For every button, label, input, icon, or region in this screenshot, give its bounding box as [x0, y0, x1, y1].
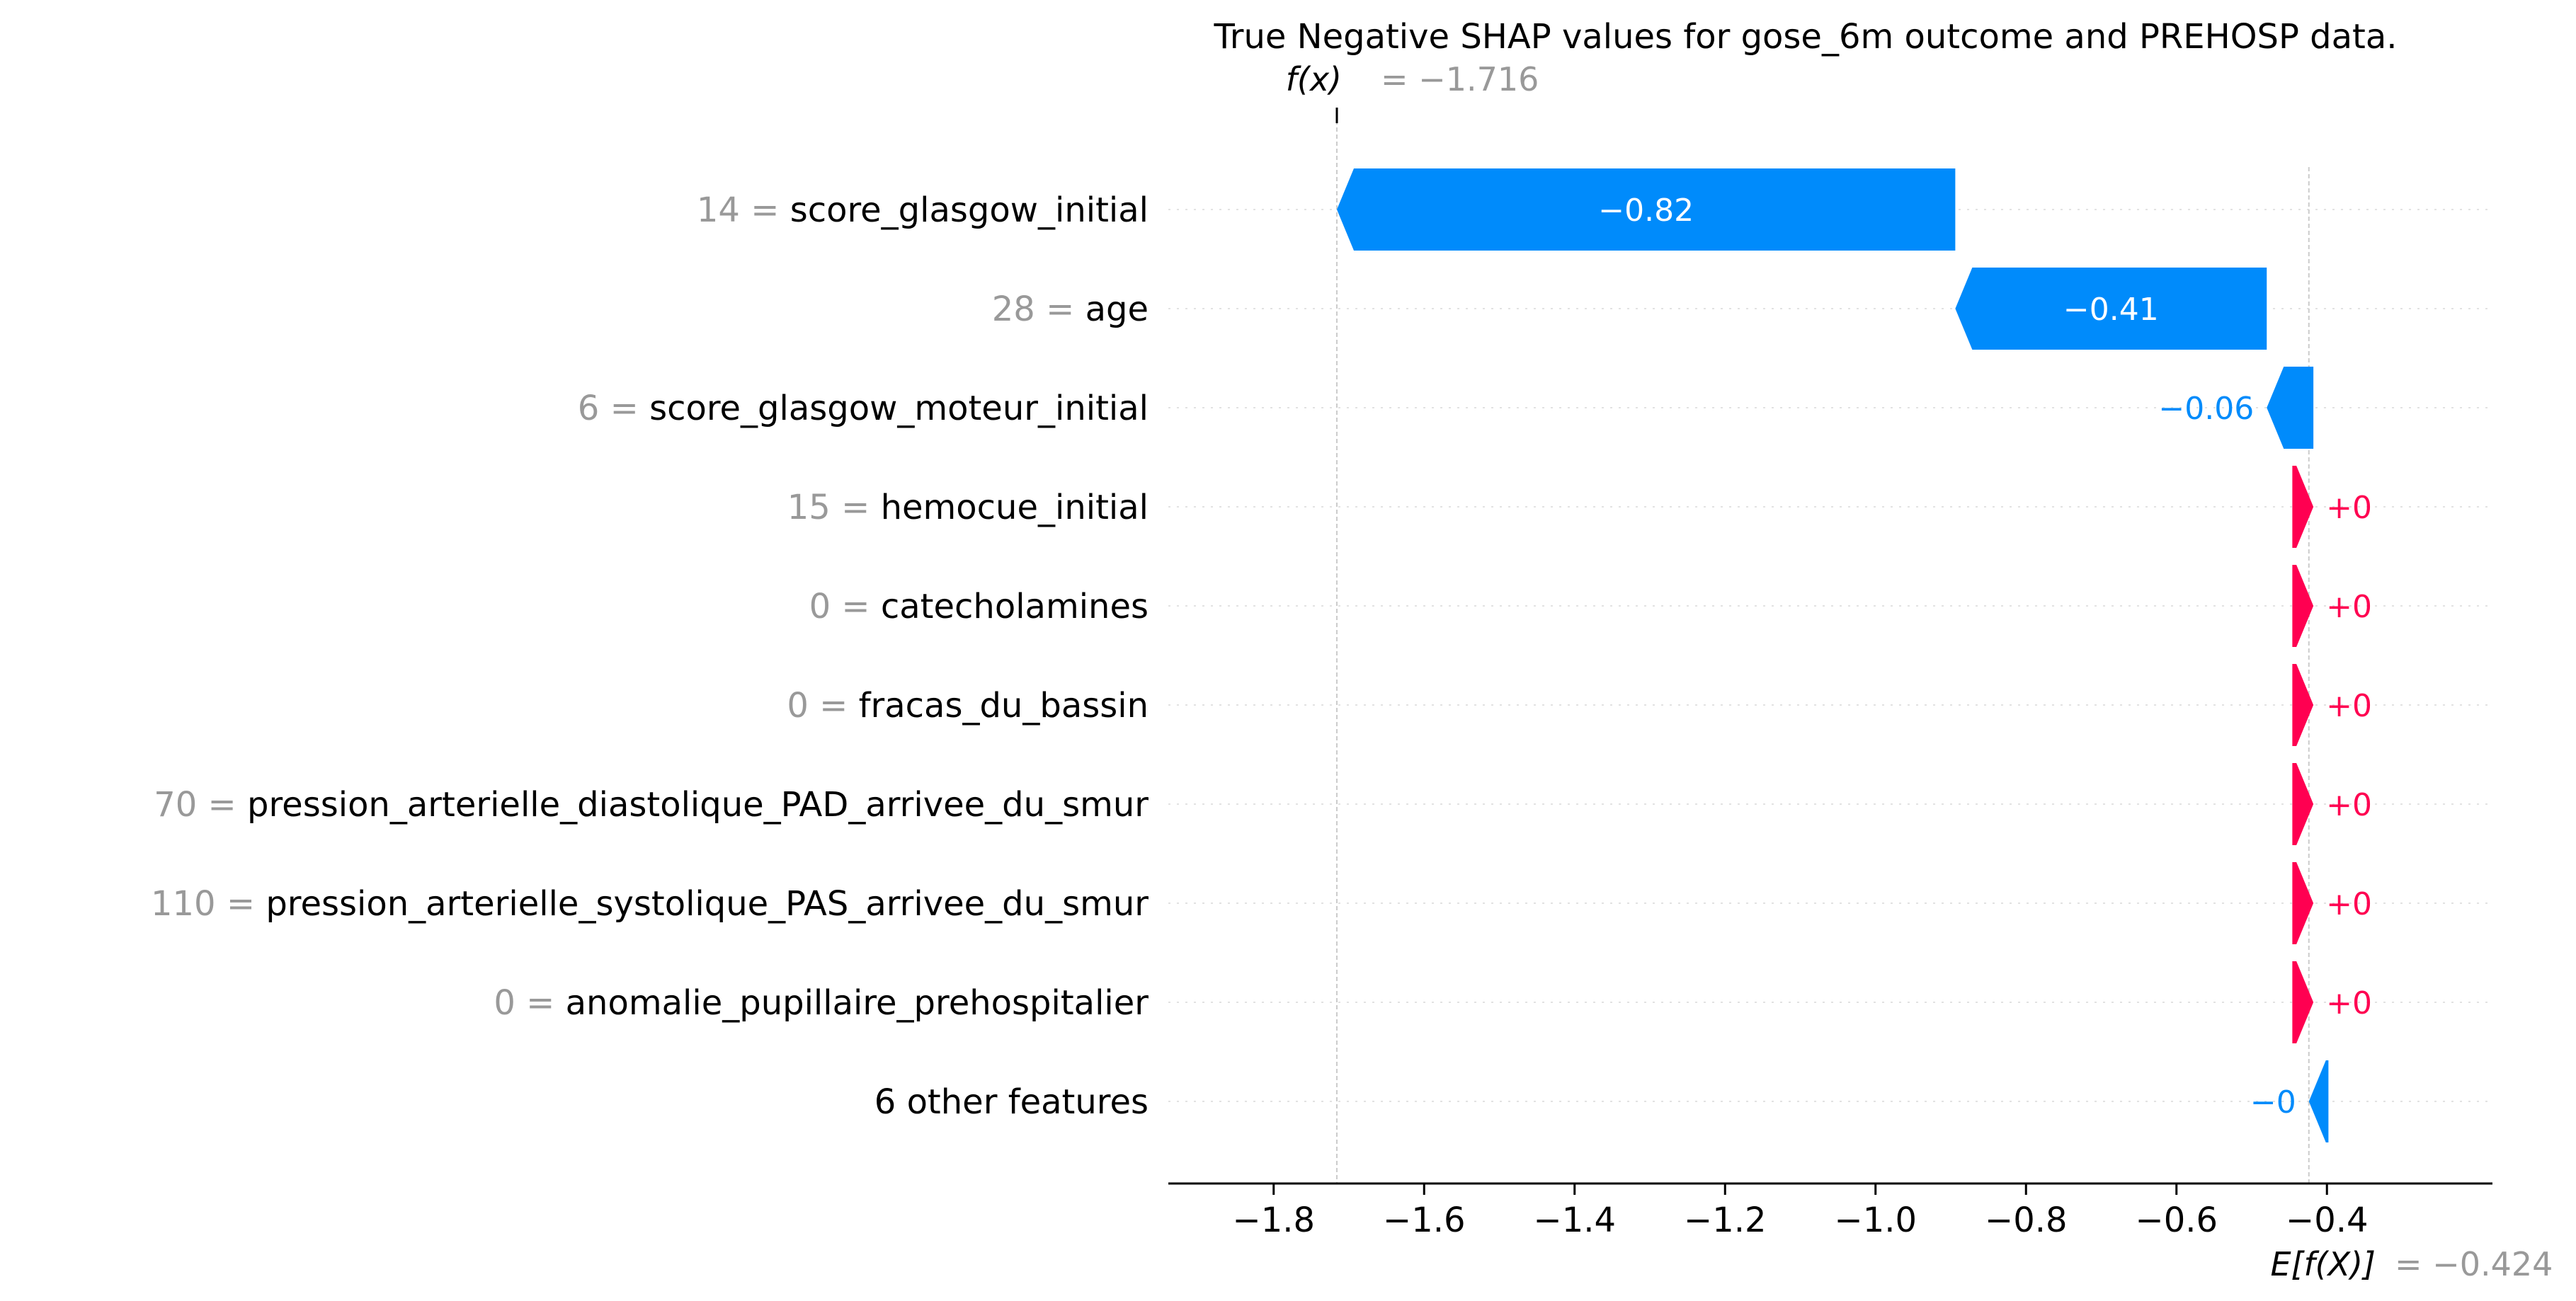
bar-value-label: +0: [2326, 886, 2372, 922]
negative-bar: [2308, 1060, 2329, 1142]
negative-bar: [1955, 268, 2267, 350]
feature-value: 28 =: [992, 290, 1075, 329]
feature-value: 14 =: [697, 190, 780, 230]
feature-label: 28 = age: [992, 290, 1149, 329]
bar-value-label: +0: [2326, 787, 2372, 823]
reference-lines: [1335, 108, 2310, 1183]
bar-value-label: +0: [2326, 490, 2372, 526]
feature-name: pression_arterielle_systolique_PAS_arriv…: [266, 884, 1149, 924]
feature-value: 15 =: [787, 488, 870, 527]
x-tick-label: −1.4: [1533, 1200, 1616, 1240]
feature-label: 110 = pression_arterielle_systolique_PAS…: [151, 884, 1149, 924]
feature-name: score_glasgow_initial: [790, 190, 1149, 230]
feature-label: 70 = pression_arterielle_diastolique_PAD…: [154, 785, 1149, 825]
efx-value: = −0.424: [2395, 1245, 2553, 1283]
feature-name: pression_arterielle_diastolique_PAD_arri…: [247, 785, 1149, 825]
feature-name: score_glasgow_moteur_initial: [649, 389, 1149, 428]
bar-labels-layer: −0.82 −0.41 −0.06 +0 +0 +0 +0 +0 +0 −0: [1598, 193, 2372, 1121]
x-tick-label: −1.6: [1383, 1200, 1466, 1240]
bar-value-label: −0.06: [2158, 391, 2254, 427]
chart-title: True Negative SHAP values for gose_6m ou…: [1213, 17, 2397, 57]
bar-value-label: −0.41: [2063, 292, 2159, 328]
feature-name: hemocue_initial: [881, 488, 1149, 527]
efx-label: E[f(X)]: [2270, 1245, 2376, 1283]
bar-value-label: −0: [2250, 1084, 2296, 1121]
feature-name: 6 other features: [874, 1082, 1149, 1122]
bar-value-label: +0: [2326, 985, 2372, 1021]
positive-bar: [2292, 961, 2314, 1043]
x-axis: −1.8 −1.6 −1.4 −1.2 −1.0 −0.8 −0.6 −0.4: [1168, 1182, 2492, 1240]
positive-bar: [2292, 466, 2314, 548]
feature-label: 6 other features: [874, 1082, 1149, 1122]
positive-bar: [2292, 862, 2314, 944]
feature-label: 0 = anomalie_pupillaire_prehospitalier: [494, 983, 1149, 1023]
feature-label: 0 = fracas_du_bassin: [787, 686, 1149, 726]
fx-label: f(x): [1286, 60, 1342, 98]
feature-labels-layer: 14 = score_glasgow_initial 28 = age 6 = sc…: [151, 190, 1149, 1122]
x-tick-label: −0.8: [1985, 1200, 2068, 1240]
positive-bar: [2292, 763, 2314, 845]
negative-bar: [2267, 367, 2314, 449]
feature-label: 6 = score_glasgow_moteur_initial: [578, 389, 1149, 428]
feature-label: 14 = score_glasgow_initial: [697, 190, 1149, 230]
feature-name: anomalie_pupillaire_prehospitalier: [566, 983, 1149, 1023]
feature-name: age: [1085, 290, 1149, 329]
feature-label: 0 = catecholamines: [809, 587, 1149, 626]
x-tick-label: −0.6: [2135, 1200, 2218, 1240]
negative-bar: [1337, 168, 1956, 251]
fx-value: = −1.716: [1381, 60, 1539, 98]
feature-value: 6 =: [578, 389, 639, 428]
bar-value-label: +0: [2326, 688, 2372, 724]
x-tick-label: −1.8: [1232, 1200, 1315, 1240]
feature-label: 15 = hemocue_initial: [787, 488, 1149, 527]
feature-value: 110 =: [151, 884, 255, 924]
feature-name: catecholamines: [881, 587, 1149, 626]
positive-bar: [2292, 664, 2314, 746]
x-tick-label: −1.2: [1684, 1200, 1767, 1240]
feature-value: 0 =: [494, 983, 554, 1023]
bars-layer: [1337, 168, 2329, 1142]
x-tick-label: −0.4: [2286, 1200, 2369, 1240]
x-tick-label: −1.0: [1834, 1200, 1917, 1240]
feature-name: fracas_du_bassin: [859, 686, 1149, 726]
fx-annotation: f(x) = −1.716: [1286, 60, 1539, 98]
efx-annotation: E[f(X)] = −0.424: [2270, 1245, 2553, 1283]
positive-bar: [2292, 565, 2314, 647]
feature-value: 70 =: [154, 785, 236, 825]
feature-value: 0 =: [787, 686, 848, 726]
bar-value-label: +0: [2326, 589, 2372, 625]
bar-value-label: −0.82: [1598, 193, 1694, 229]
feature-value: 0 =: [809, 587, 870, 626]
